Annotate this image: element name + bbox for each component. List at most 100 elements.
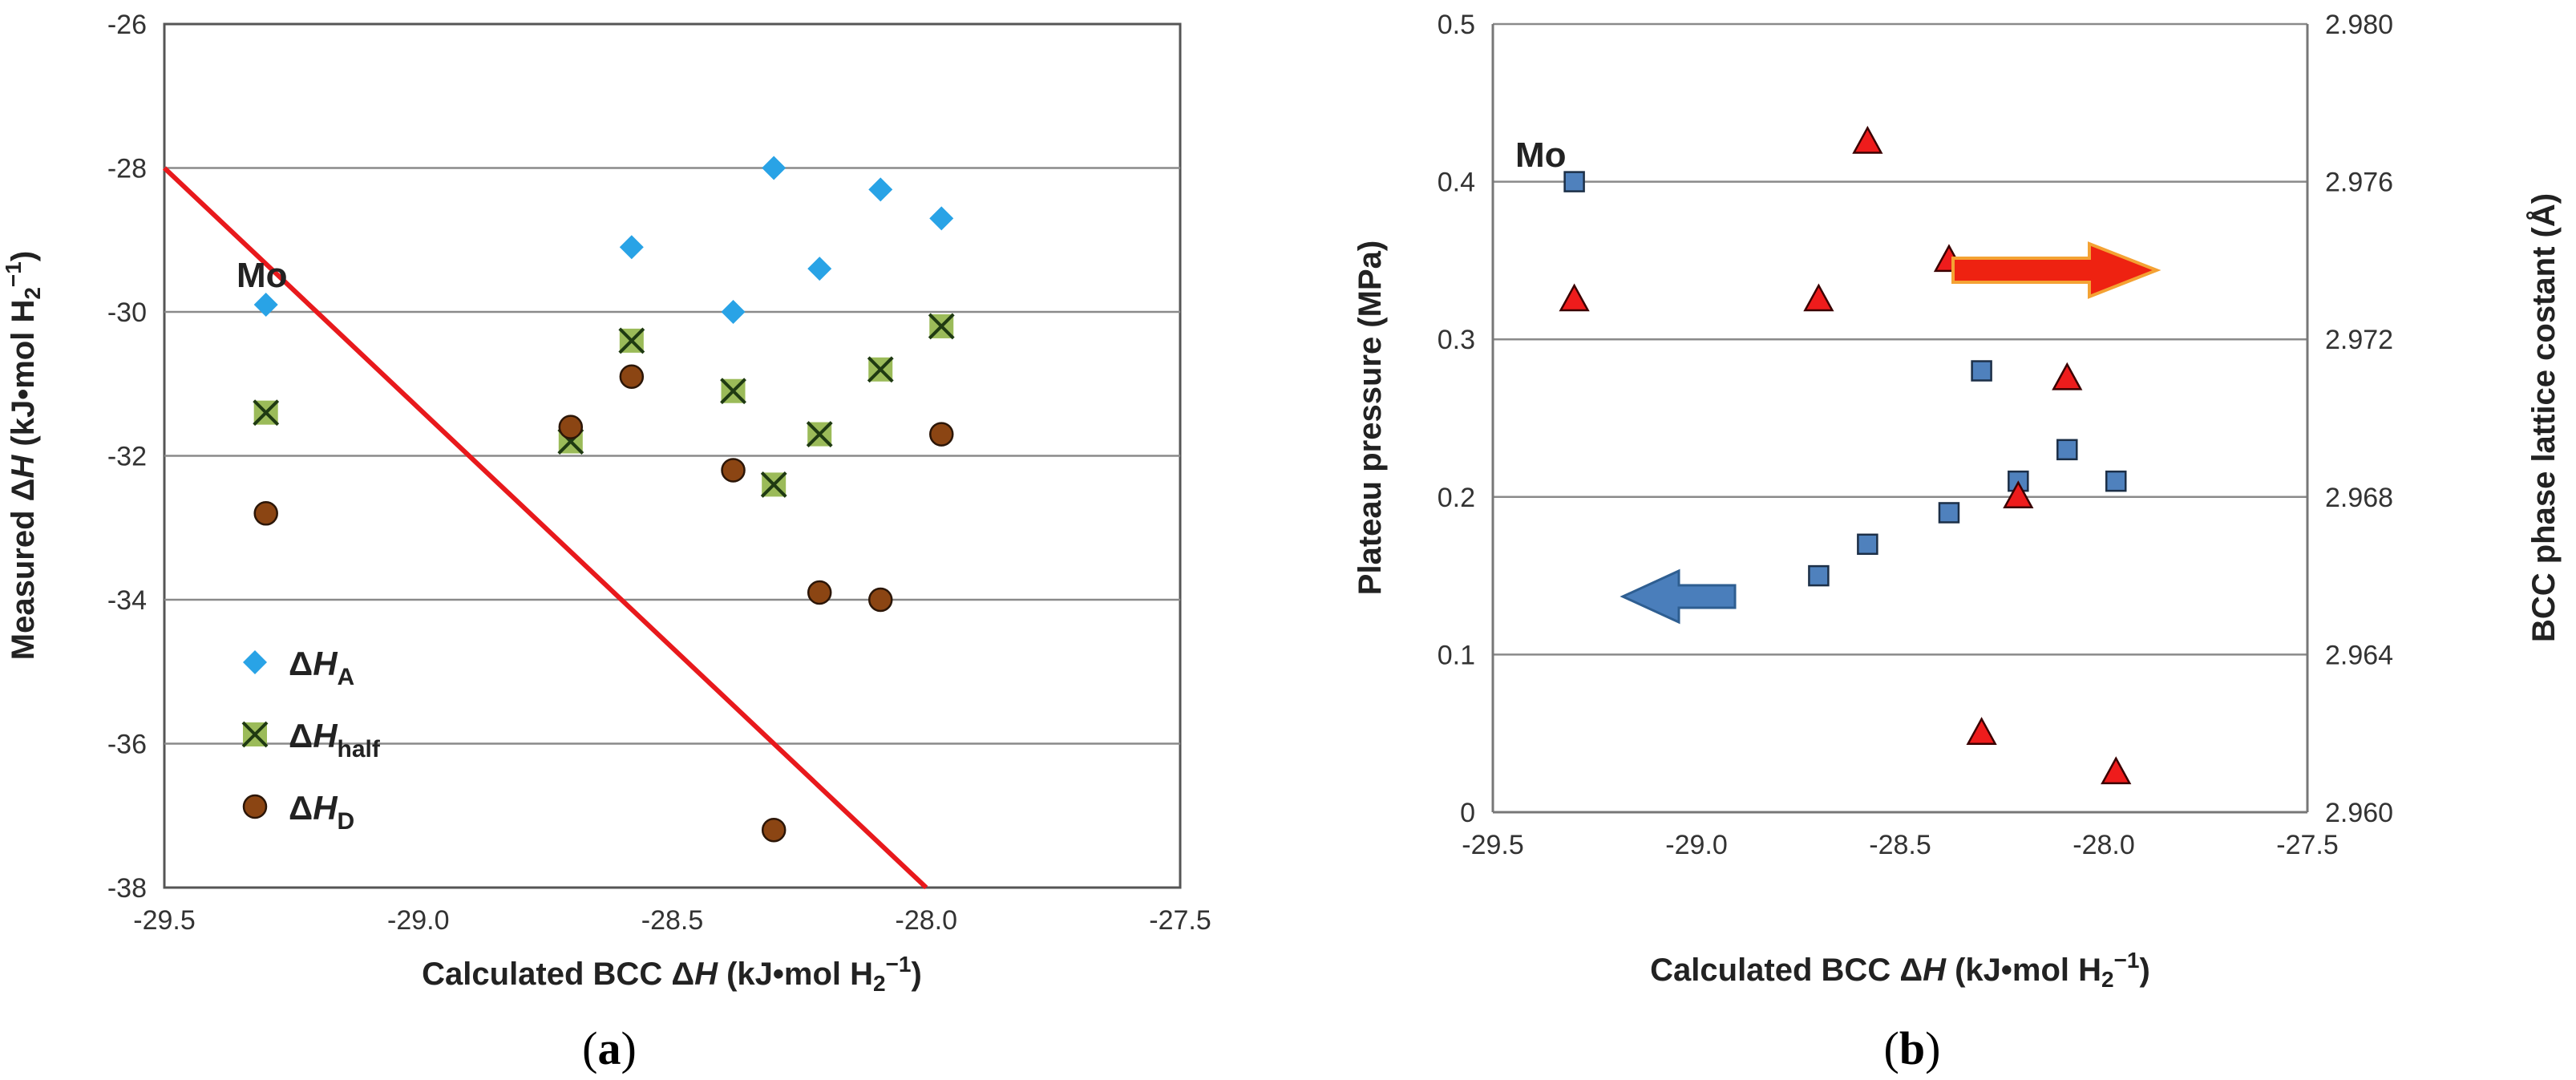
y-axis-title-left-b: Plateau pressure (MPa) [1353,241,1388,595]
point-a-s2-shape [761,817,787,843]
point-a-s2-shape [929,422,954,447]
point-a-s1-cross [720,378,746,405]
y-tick-label-a: -30 [107,297,147,328]
panel-b: 00.10.20.30.40.5 2.9602.9642.9682.9722.9… [1353,10,2562,1074]
point-b-s1-shape [1966,717,1997,745]
y-tick-label-left-b: 0.1 [1438,640,1475,670]
point-a-s2 [558,415,584,439]
data-points-b [1559,125,2132,785]
point-b-s1 [1803,283,1834,312]
point-a-s0-shape [868,177,893,202]
point-b-s1-shape [2052,362,2083,390]
point-a-s1 [720,378,746,405]
y-tick-label-left-b: 0.4 [1438,168,1475,198]
y-tick-label-left-b: 0.3 [1438,325,1475,355]
point-a-s1 [253,399,280,427]
point-b-s0-shape [1808,564,1830,587]
y-tick-label-a: -28 [107,154,147,184]
point-a-s1 [928,313,955,340]
x-tick-label-a: -29.0 [387,905,450,936]
point-a-s2-shape [558,415,584,439]
point-a-s0-shape [762,156,787,180]
panel-label-a: (a) [582,1022,637,1074]
point-a-s1-cross [806,421,833,447]
point-b-s1 [2101,756,2132,785]
point-a-s0-shape [807,257,832,281]
point-a-s0-shape [721,300,746,324]
point-a-s2-shape [253,501,278,526]
legend-marker-a-0 [243,650,267,674]
y-tick-label-a: -38 [107,873,147,904]
point-a-s0 [807,257,832,281]
y-tick-label-a: -32 [107,442,147,472]
point-a-s1-cross [253,399,280,427]
point-a-s2 [253,501,278,526]
y-tick-label-left-b: 0.2 [1438,483,1475,513]
y-tick-label-left-b: 0 [1460,798,1475,828]
point-b-s0 [1857,533,1878,556]
y-tick-labels-right-b: 2.960 2.964 2.968 2.972 2.976 2.980 [2325,10,2393,828]
point-a-s1 [806,421,833,447]
point-b-s0 [1938,502,1960,524]
point-b-s1 [1852,125,1883,154]
y-axis-title-right-b: BCC phase lattice costant (Å) [2525,193,2562,642]
y-tick-label-a: -36 [107,730,147,760]
arrow-pointing-right-icon [1951,241,2161,299]
point-b-s1-shape [2003,480,2034,509]
point-a-s0 [929,206,954,231]
x-tick-label-a: -28.5 [641,905,704,936]
point-a-s1 [867,356,894,383]
point-a-s1-cross [618,327,645,354]
y-tick-labels-left-b: 0 0.1 0.2 0.3 0.4 0.5 [1438,10,1475,828]
legend-marker-a-0-shape [243,650,267,674]
point-b-s1 [2052,362,2083,390]
panel-label-b: (b) [1884,1022,1941,1074]
point-b-s0 [1808,564,1830,587]
x-tick-label-a: -27.5 [1149,905,1211,936]
x-tick-label-a: -29.5 [133,905,196,936]
y-tick-label-a: -26 [107,10,147,40]
point-a-s1 [618,327,645,354]
point-a-s0 [762,156,787,180]
point-b-s1-shape [1803,283,1834,312]
point-b-s1-shape [1559,283,1590,312]
arrow-left-axis [1620,568,1737,625]
point-b-s1-shape [2101,756,2132,785]
legend-marker-a-1 [241,721,269,748]
arrow-pointing-left-icon [1620,568,1737,625]
point-a-s2-shape [721,458,746,483]
y-tick-label-a: -34 [107,585,147,616]
point-a-s1-cross [928,313,955,340]
point-a-s0 [619,235,644,260]
y-tick-label-right-b: 2.972 [2325,325,2393,355]
point-a-s1-cross [867,356,894,383]
point-b-s0 [2056,439,2078,461]
x-tick-labels-b: -29.5 -29.0 -28.5 -28.0 -27.5 [1462,830,2339,860]
point-a-s0-shape [929,206,954,231]
y-axis-title-a: Measured ΔH (kJ•mol H2−1) [1,251,45,660]
point-b-s1 [1966,717,1997,745]
point-a-s1 [760,471,787,498]
point-a-s2 [721,458,746,483]
legend-entry-dha: ΔHA [289,645,354,690]
legend-marker-a-2 [242,794,268,819]
arrow-right-axis [1951,241,2161,299]
x-tick-label-b: -29.0 [1665,830,1728,860]
gridlines-b [1493,22,2307,656]
point-a-s0-shape [619,235,644,260]
x-tick-label-a: -28.0 [896,905,958,936]
point-a-s0 [253,293,278,318]
annotation-mo-a: Mo [237,256,288,295]
point-b-s0-shape [1938,502,1960,524]
reference-line [162,166,928,890]
point-b-s0 [2105,470,2127,492]
y-tick-label-right-b: 2.968 [2325,483,2393,513]
y-tick-label-right-b: 2.960 [2325,798,2393,828]
point-a-s0-shape [253,293,278,318]
point-a-s0 [868,177,893,202]
point-a-s2-shape [867,587,893,613]
point-a-s2 [807,580,832,605]
legend-entry-dhhalf: ΔHhalf [289,717,381,762]
y-tick-label-right-b: 2.976 [2325,168,2393,198]
